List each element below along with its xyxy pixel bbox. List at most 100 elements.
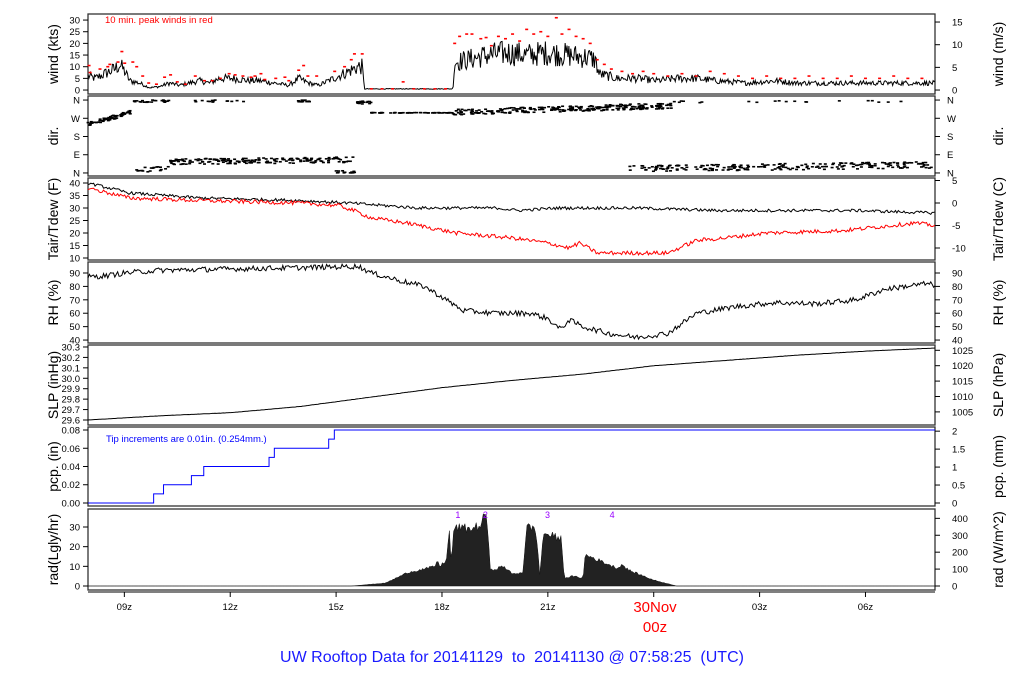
dir-point	[467, 108, 471, 111]
dir-point	[910, 162, 914, 164]
peak-wind-point	[274, 77, 278, 80]
dir-point	[148, 170, 152, 172]
dir-point	[715, 169, 719, 171]
dir-point	[158, 169, 162, 172]
dir-point	[557, 106, 561, 109]
y-tick-right-label: 200	[952, 548, 968, 559]
dir-point	[675, 168, 679, 170]
dir-point	[297, 100, 301, 103]
dir-point	[868, 164, 872, 167]
dir-point	[705, 164, 709, 167]
dir-point	[275, 157, 279, 160]
dir-point	[863, 162, 867, 165]
dir-point	[870, 99, 874, 102]
dir-point	[555, 108, 559, 110]
dir-point	[498, 108, 502, 110]
peak-wind-point	[680, 72, 684, 75]
dir-point	[537, 106, 541, 109]
dir-point	[140, 169, 144, 172]
dir-point	[777, 100, 781, 102]
dir-point	[929, 166, 933, 169]
dir-point	[816, 165, 820, 168]
dir-point	[638, 105, 642, 108]
dir-point	[624, 106, 628, 109]
dir-point	[217, 160, 221, 162]
dir-point	[562, 110, 566, 112]
peak-wind-point	[652, 72, 656, 75]
dir-point	[682, 168, 686, 170]
dir-point	[886, 165, 890, 168]
dir-point	[801, 168, 805, 171]
dir-point	[537, 108, 541, 111]
dir-point	[722, 166, 726, 169]
peak-wind-point	[532, 33, 536, 35]
peak-wind-point	[906, 77, 910, 80]
dir-point	[212, 99, 216, 102]
x-tick-label: 09z	[117, 602, 133, 613]
dir-point	[250, 159, 254, 162]
dir-point	[303, 156, 307, 159]
series-radiation	[88, 513, 935, 587]
panel-slp: 29.629.729.829.930.030.130.230.3 1005 1010…	[45, 342, 1006, 426]
dir-point	[308, 100, 312, 103]
dir-point	[522, 107, 526, 109]
dir-point	[485, 110, 489, 113]
dir-point	[859, 166, 863, 168]
dir-point	[533, 109, 537, 111]
dir-point	[220, 159, 224, 162]
dir-point	[458, 113, 462, 115]
y-tick-right-label: S	[947, 132, 953, 143]
dir-point	[152, 99, 156, 102]
dir-point	[288, 162, 292, 164]
dir-point	[503, 107, 507, 110]
dir-point	[666, 107, 670, 110]
dir-point	[190, 161, 194, 163]
dir-point	[202, 163, 206, 165]
dir-point	[194, 100, 198, 103]
dir-point	[521, 109, 525, 112]
dir-point	[228, 160, 232, 163]
peak-wind-point	[892, 75, 896, 77]
dir-point	[628, 169, 632, 171]
dir-point	[867, 163, 871, 165]
dir-point	[150, 101, 154, 103]
dir-point	[321, 161, 325, 164]
dir-point	[410, 112, 414, 114]
dir-point	[115, 117, 119, 119]
peak-wind-point	[708, 70, 712, 73]
dir-point	[654, 169, 658, 171]
dir-point	[791, 167, 795, 170]
x-tick-label: 18z	[434, 602, 450, 613]
dir-point	[159, 168, 163, 171]
dir-point	[523, 111, 527, 114]
dir-point	[235, 99, 239, 102]
dir-point	[887, 163, 891, 166]
dir-point	[658, 167, 662, 170]
panel-frame	[87, 95, 936, 177]
dir-point	[400, 112, 404, 114]
dir-point	[184, 163, 188, 165]
dir-point	[482, 112, 486, 115]
dir-point	[870, 164, 874, 167]
dir-point	[458, 110, 462, 112]
dir-point	[896, 164, 900, 166]
dir-point	[233, 158, 237, 161]
y-axis-label: pcp. (in)	[45, 441, 61, 492]
dir-point	[684, 169, 688, 171]
dir-point	[732, 166, 736, 168]
dir-point	[607, 105, 611, 107]
y-tick-label: 30.2	[62, 353, 81, 364]
dir-point	[437, 111, 441, 114]
dir-point	[656, 164, 660, 167]
dir-point	[655, 105, 659, 107]
dir-point	[883, 162, 887, 164]
dir-point	[814, 166, 818, 168]
dir-point	[490, 113, 494, 115]
dir-point	[120, 112, 124, 115]
peak-wind-point	[108, 63, 112, 66]
dir-point	[476, 112, 480, 114]
y-tick-right-label: 1010	[952, 392, 973, 403]
y-tick-label: 30	[69, 522, 80, 533]
dir-point	[355, 101, 359, 104]
dir-point	[113, 115, 117, 118]
